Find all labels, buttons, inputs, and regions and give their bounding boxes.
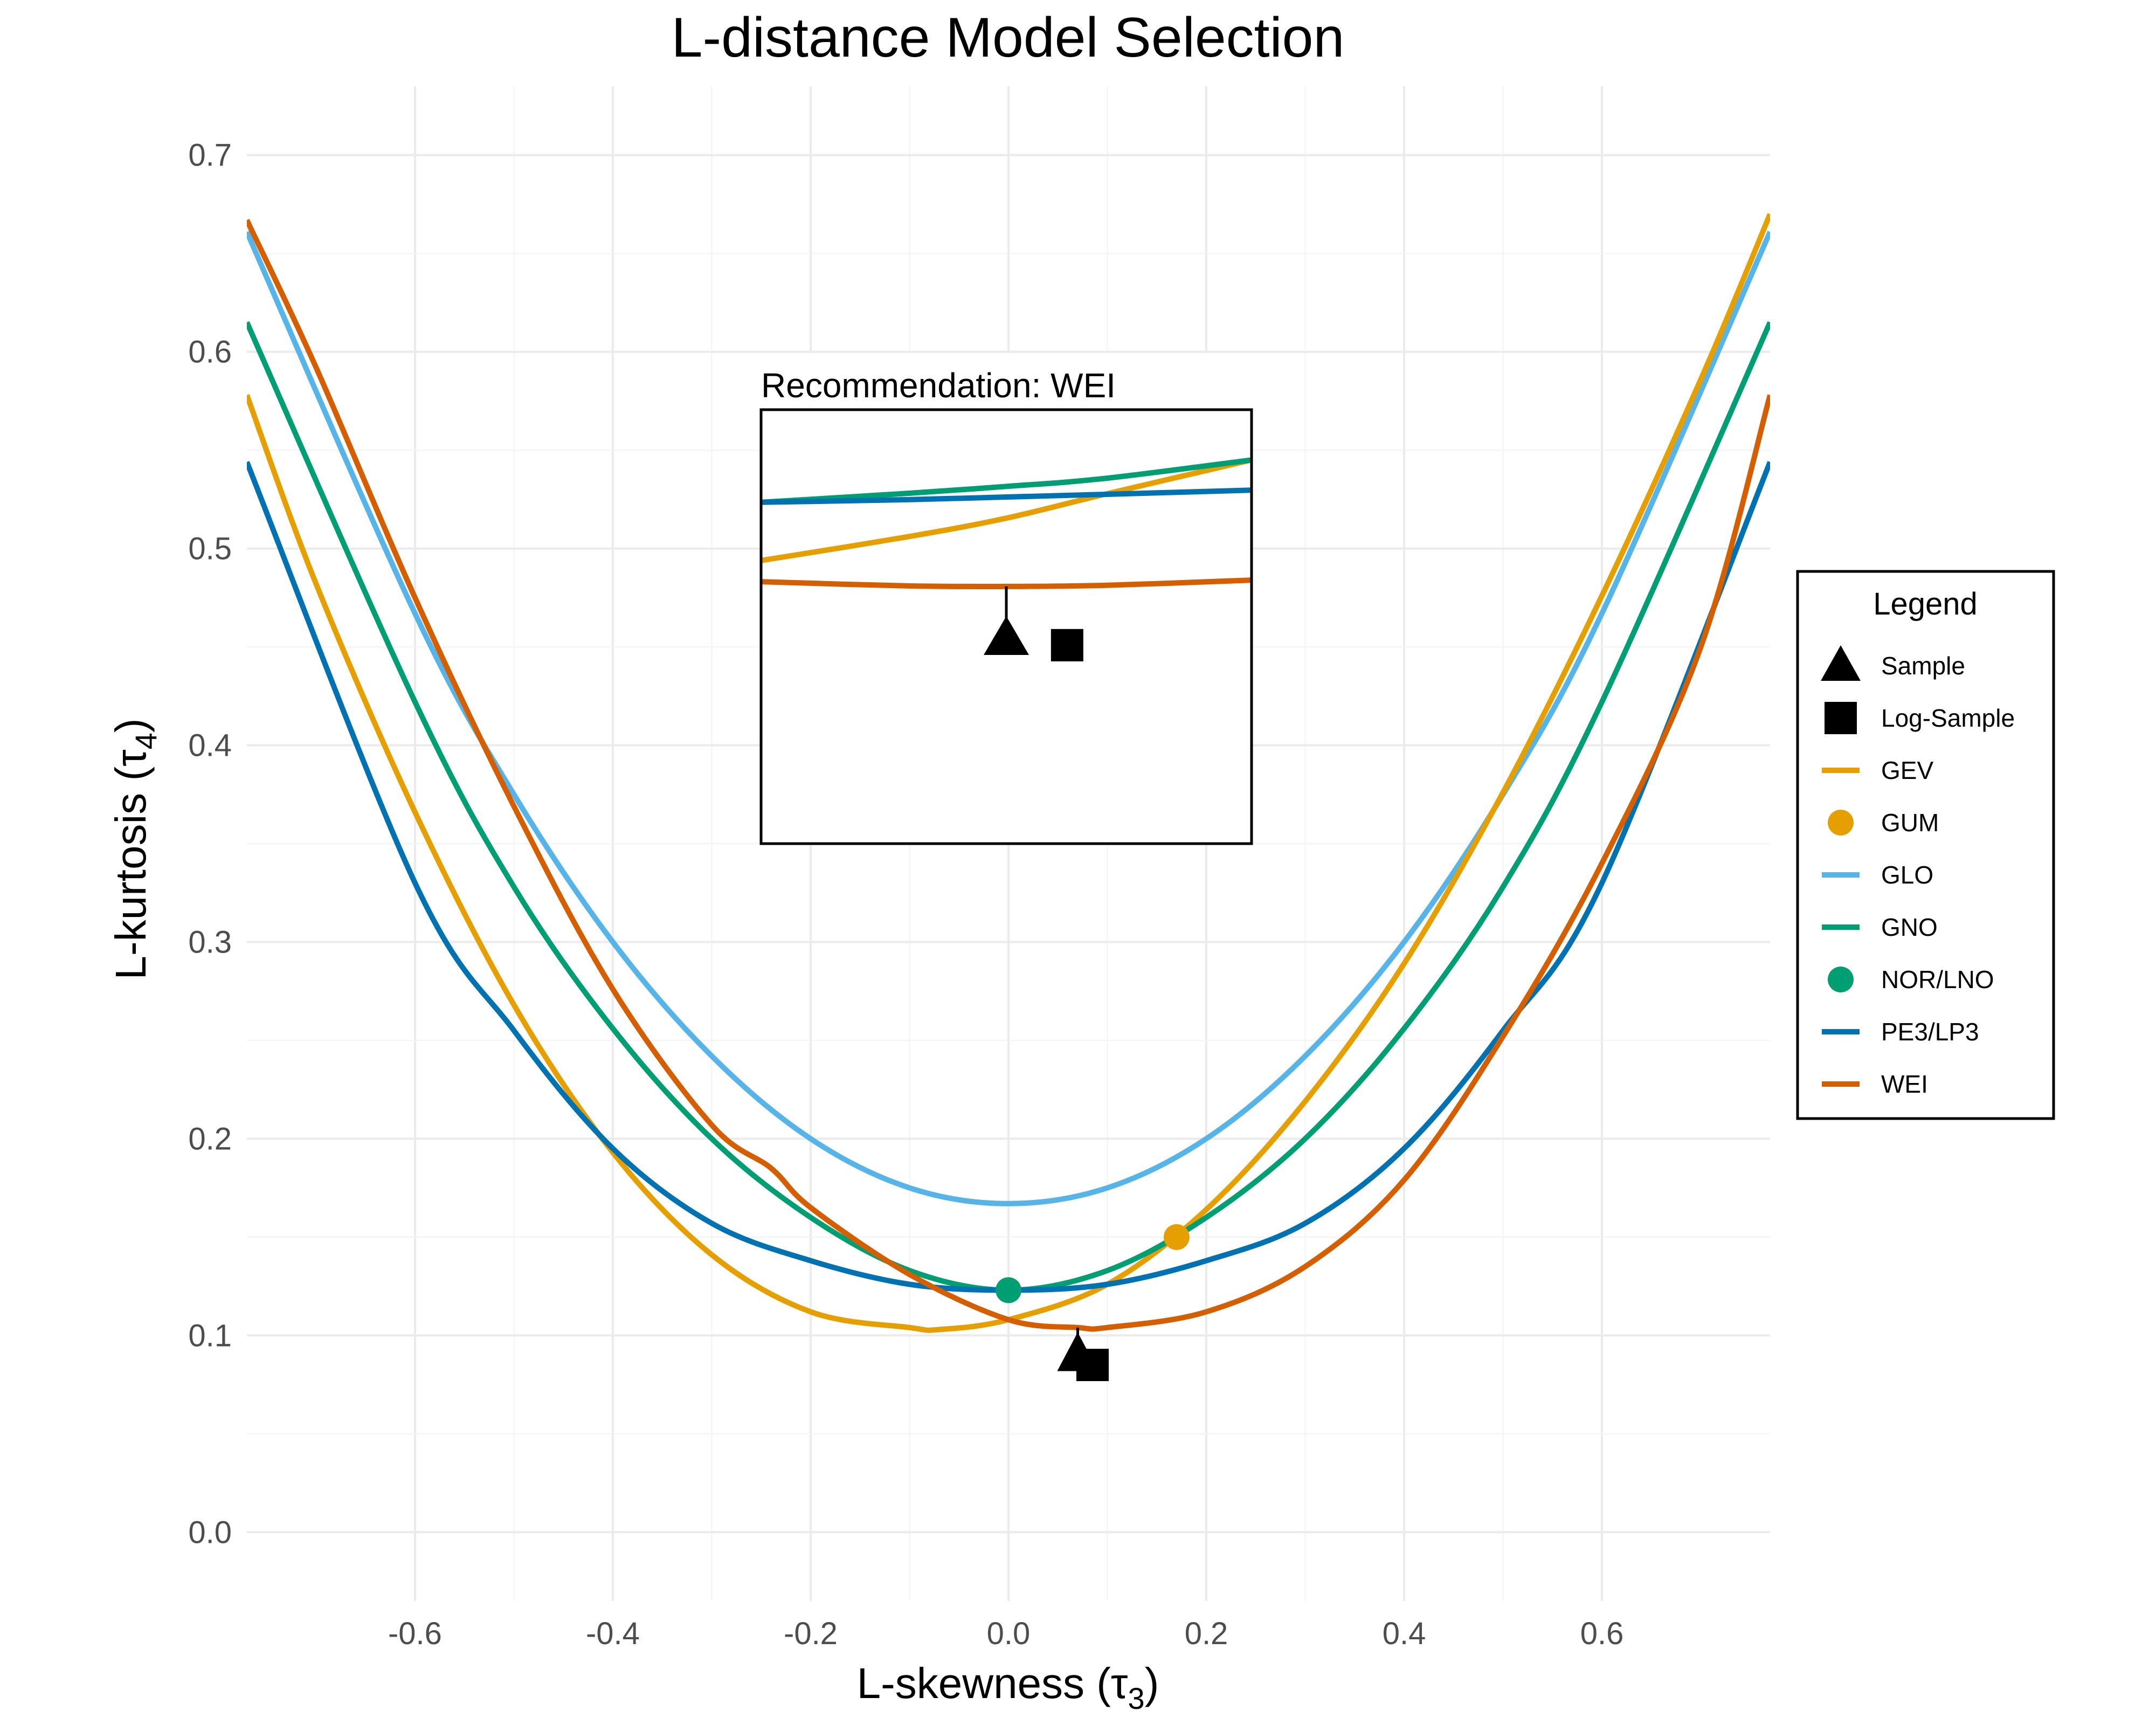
legend-label: GLO — [1881, 861, 1933, 889]
y-axis-title-subscript: 4 — [129, 733, 163, 749]
y-axis-ticks: 0.0 0.1 0.2 0.3 0.4 0.5 0.6 0.7 — [188, 138, 232, 1550]
legend-key-nor-lno — [1828, 967, 1854, 992]
y-tick-label: 0.2 — [188, 1121, 232, 1156]
y-axis-title-end: ) — [107, 718, 155, 733]
point-marker-gum — [1163, 1224, 1190, 1250]
legend-label: WEI — [1881, 1070, 1928, 1098]
x-tick-label: 0.4 — [1383, 1616, 1426, 1651]
inset-log-sample-marker — [1051, 629, 1083, 661]
y-axis-title: L-kurtosis (τ4) — [107, 718, 163, 979]
x-tick-label: 0.0 — [987, 1616, 1031, 1651]
legend-label: PE3/LP3 — [1881, 1018, 1979, 1046]
point-marker-nor-lno — [996, 1277, 1021, 1303]
recommendation-inset: Recommendation: WEI — [757, 353, 1256, 845]
legend-title: Legend — [1873, 586, 1978, 622]
legend-key-gum — [1828, 810, 1854, 836]
inset-frame — [759, 408, 1253, 845]
y-tick-label: 0.5 — [188, 532, 232, 567]
y-tick-label: 0.7 — [188, 138, 232, 173]
x-axis-title-subscript: 3 — [1128, 1681, 1145, 1715]
y-tick-label: 0.6 — [188, 335, 232, 370]
legend-key-log-sample — [1825, 702, 1857, 734]
inset-line-pe3-lp3 — [761, 487, 1252, 505]
x-axis-title: L-skewness (τ3) — [857, 1659, 1159, 1715]
chart-title: L-distance Model Selection — [672, 6, 1345, 69]
inset-sample-marker — [984, 616, 1029, 656]
inset-title-background — [757, 353, 1256, 410]
series-line-wei — [247, 219, 1770, 1332]
x-tick-label: -0.6 — [388, 1616, 442, 1651]
legend: Legend Sample Log-Sample GEV GUM GLO GNO NOR/L… — [1796, 570, 2055, 1120]
y-tick-label: 0.3 — [188, 924, 232, 960]
y-axis-title-main: L-kurtosis (τ — [107, 749, 155, 979]
y-tick-label: 0.0 — [188, 1515, 232, 1550]
x-tick-label: 0.2 — [1185, 1616, 1228, 1651]
x-tick-label: -0.2 — [784, 1616, 838, 1651]
legend-label: Log-Sample — [1881, 704, 2015, 732]
legend-label: GUM — [1881, 809, 1939, 837]
x-axis-title-main: L-skewness (τ — [857, 1659, 1128, 1707]
legend-label: GNO — [1881, 913, 1938, 941]
x-tick-label: -0.4 — [586, 1616, 640, 1651]
x-axis-title-end: ) — [1145, 1659, 1159, 1707]
legend-label: NOR/LNO — [1881, 965, 1994, 993]
legend-label: Sample — [1881, 652, 1965, 680]
legend-key-sample — [1821, 645, 1861, 681]
x-axis-ticks: -0.6 -0.4 -0.2 0.0 0.2 0.4 0.6 — [388, 1616, 1623, 1651]
inset-curves — [761, 457, 1252, 661]
legend-label: GEV — [1881, 756, 1933, 784]
series-line-gev — [247, 213, 1770, 1333]
inset-line-gev — [761, 457, 1252, 563]
series-markers — [996, 1224, 1190, 1382]
log-sample-marker — [1076, 1349, 1109, 1382]
inset-line-gno — [761, 457, 1252, 505]
y-tick-label: 0.4 — [188, 728, 232, 763]
y-tick-label: 0.1 — [188, 1318, 232, 1353]
legend-items: Sample Log-Sample GEV GUM GLO GNO NOR/LNO PE3/L… — [1821, 645, 2015, 1098]
plot-area — [247, 213, 1770, 1382]
x-tick-label: 0.6 — [1580, 1616, 1624, 1651]
inset-title: Recommendation: WEI — [761, 366, 1116, 405]
